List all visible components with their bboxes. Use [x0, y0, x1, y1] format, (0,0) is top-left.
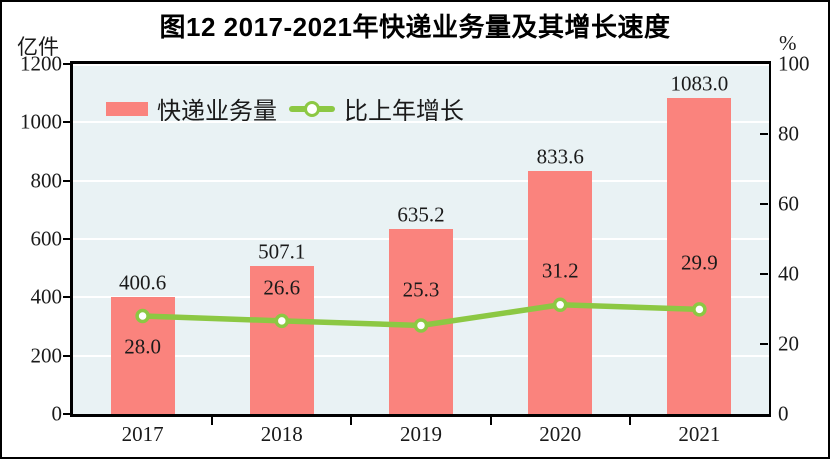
bar-2021	[667, 98, 732, 414]
bar-legend-swatch	[106, 101, 148, 116]
right-axis-tick-40: 40	[778, 261, 799, 286]
bar-value-label-2021: 1083.0	[670, 71, 729, 96]
growth-line-svg	[135, 297, 707, 333]
left-axis-tick-800: 800	[30, 168, 63, 193]
gridline-1200	[73, 64, 769, 66]
bar-value-label-2020: 833.6	[536, 144, 584, 169]
x-axis-label-2021: 2021	[678, 422, 721, 446]
line-value-label-2020: 31.2	[541, 258, 579, 283]
bar-value-label-2018: 507.1	[258, 239, 306, 264]
left-axis-tick-1000: 1000	[20, 109, 62, 134]
gridline-800	[73, 179, 769, 182]
x-axis-label-2017: 2017	[121, 422, 164, 446]
bar-value-label-2017: 400.6	[118, 270, 167, 295]
left-axis-tickmark-200	[63, 354, 70, 357]
line-value-label-2018: 26.6	[263, 275, 301, 300]
left-axis-tickmark-800	[63, 179, 70, 182]
left-axis-tick-200: 200	[30, 343, 63, 368]
left-axis-tick-0: 0	[51, 401, 63, 426]
x-axis-label-2018: 2018	[260, 422, 303, 446]
right-axis-tick-20: 20	[778, 331, 799, 356]
left-axis-tickmark-1000	[63, 121, 70, 124]
bar-2018	[249, 266, 314, 414]
x-axis-tickmark-2	[350, 417, 353, 425]
bar-legend-label: 快递业务量	[157, 99, 277, 125]
right-axis-tickmark-80	[760, 133, 768, 135]
line-legend-marker	[304, 100, 320, 117]
left-axis-tickmark-400	[63, 296, 70, 299]
line-value-label-2019: 25.3	[402, 277, 440, 302]
right-axis-tickmark-20	[760, 343, 768, 345]
left-axis-tickmark-0	[63, 413, 70, 415]
x-axis-tickmark-4	[628, 417, 631, 425]
x-axis-label-2020: 2020	[539, 422, 582, 446]
line-legend-label: 比上年增长	[344, 99, 464, 125]
line-marker-2017	[135, 308, 150, 324]
line-value-label-2021: 29.9	[681, 250, 718, 275]
plot-area: 快递业务量 比上年增长 400.6 507.1 635.2 833.6 1083.0 28…	[70, 61, 771, 417]
right-axis-tickmark-60	[760, 203, 768, 205]
line-legend-icon	[289, 100, 335, 117]
line-marker-2020	[552, 297, 568, 313]
right-axis-tick-60: 60	[778, 191, 799, 216]
line-marker-2021	[692, 302, 707, 317]
chart-title: 图12 2017-2021年快递业务量及其增长速度	[159, 12, 671, 42]
left-axis-tick-400: 400	[30, 284, 63, 309]
x-axis-tickmark-3	[489, 417, 492, 425]
right-axis-tickmark-40	[760, 273, 768, 275]
bar-value-label-2019: 635.2	[397, 202, 445, 227]
chart-legend: 快递业务量 比上年增长	[106, 91, 476, 126]
x-axis-label-2019: 2019	[400, 422, 442, 446]
x-axis-tickmark-1	[211, 417, 214, 425]
right-axis-tick-100: 100	[778, 51, 810, 76]
line-marker-2018	[274, 313, 290, 329]
gridline-1000	[73, 121, 769, 124]
line-value-label-2017: 28.0	[124, 334, 161, 359]
bar-2020	[528, 170, 593, 414]
left-axis-tickmark-600	[63, 238, 70, 240]
left-axis-tick-1200: 1200	[20, 51, 62, 76]
right-axis-tick-0: 0	[778, 401, 789, 426]
right-axis-unit-label: %	[779, 31, 797, 55]
left-axis-tickmark-1200	[63, 63, 70, 65]
line-marker-2019	[413, 318, 429, 333]
right-axis-tick-80: 80	[778, 121, 799, 146]
left-axis-tick-600: 600	[30, 226, 63, 251]
left-axis-unit-label: 亿件	[17, 35, 59, 59]
